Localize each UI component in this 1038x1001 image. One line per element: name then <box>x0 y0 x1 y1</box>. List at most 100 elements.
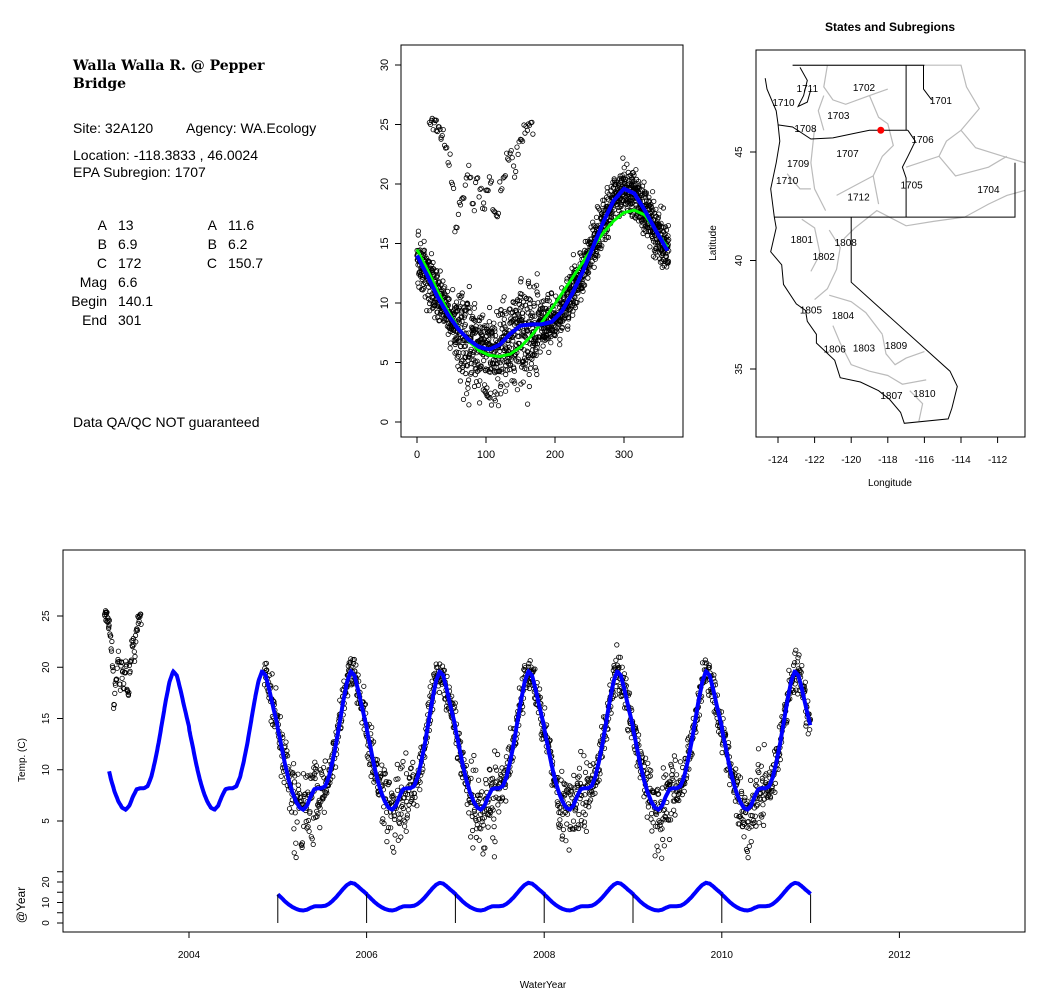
data-point <box>320 796 326 802</box>
data-point <box>459 313 465 320</box>
data-point <box>445 331 451 337</box>
data-point <box>618 203 624 210</box>
data-point <box>509 155 515 161</box>
data-point <box>599 243 605 249</box>
data-point <box>489 775 496 782</box>
y-tick-label: 30 <box>379 59 391 71</box>
data-point <box>612 189 618 195</box>
data-point <box>502 329 508 336</box>
data-point <box>486 336 492 343</box>
data-point <box>513 342 519 348</box>
data-point <box>585 275 591 281</box>
data-point <box>653 246 660 252</box>
data-point <box>553 293 559 299</box>
blue-fit-line <box>415 186 670 352</box>
data-point <box>578 282 584 288</box>
map-axes: -124 -122 -120 -118 -116 -114 -112 35 40 45 <box>734 146 1008 466</box>
data-point <box>450 185 457 191</box>
data-point <box>473 366 479 372</box>
data-point <box>131 649 137 655</box>
data-point <box>522 351 529 357</box>
data-point <box>419 276 425 283</box>
x-tick-label: 2010 <box>711 950 734 961</box>
data-point <box>486 328 493 334</box>
data-point <box>466 283 472 290</box>
data-point <box>591 264 597 270</box>
data-point <box>476 194 482 200</box>
data-point <box>733 766 739 772</box>
data-point <box>524 401 531 407</box>
data-point <box>518 276 524 282</box>
data-point <box>471 752 477 759</box>
data-point <box>452 336 459 343</box>
data-point <box>566 847 572 853</box>
state-boundary <box>774 162 1016 218</box>
data-point <box>459 300 466 306</box>
data-point <box>317 805 323 811</box>
data-point <box>794 659 801 665</box>
data-point <box>487 767 493 773</box>
data-point <box>483 781 489 787</box>
data-point <box>585 778 591 784</box>
data-point <box>488 402 495 408</box>
data-point <box>659 224 665 230</box>
param-value: 150.7 <box>228 255 263 271</box>
x-tick-label: -118 <box>878 455 898 466</box>
x-tick-label: -122 <box>805 455 825 466</box>
data-point <box>481 357 487 364</box>
data-point <box>317 824 323 831</box>
data-point <box>381 820 387 827</box>
data-point <box>583 828 590 835</box>
data-point <box>791 660 798 666</box>
data-point <box>535 292 541 298</box>
data-point <box>535 334 541 340</box>
data-point <box>593 253 599 259</box>
data-point <box>655 216 661 222</box>
data-point <box>390 792 396 799</box>
data-point <box>441 667 447 673</box>
data-point <box>564 821 570 827</box>
data-point <box>471 361 477 367</box>
data-point <box>314 813 320 820</box>
data-point <box>432 299 438 305</box>
data-point <box>264 667 270 673</box>
data-point <box>502 388 509 394</box>
subregion-boundary <box>881 334 925 366</box>
data-point <box>492 332 499 339</box>
data-point <box>557 342 563 348</box>
y-tick-label: 5 <box>379 359 391 365</box>
data-point <box>505 156 511 162</box>
x-tick-label: -112 <box>988 455 1008 466</box>
data-point <box>398 834 404 840</box>
data-point <box>312 766 318 772</box>
data-point <box>661 263 667 269</box>
data-point <box>458 343 464 349</box>
data-point <box>594 204 601 210</box>
fit-line <box>107 668 813 813</box>
data-point <box>559 768 565 774</box>
subregion-map: States and Subregions 171117101702170117… <box>708 20 1026 489</box>
data-point <box>291 779 298 785</box>
subregion-boundary <box>810 128 827 211</box>
data-point <box>312 775 318 782</box>
data-point <box>652 853 658 859</box>
data-point <box>456 292 462 299</box>
data-point <box>497 321 503 327</box>
data-point <box>411 790 417 797</box>
data-point <box>581 753 587 759</box>
data-point <box>580 801 586 807</box>
data-point <box>660 836 666 843</box>
region-label: 1804 <box>832 311 855 322</box>
data-point <box>374 757 380 763</box>
data-point <box>465 330 471 336</box>
data-point <box>522 333 528 339</box>
data-point <box>309 836 315 842</box>
data-point <box>445 295 451 301</box>
data-point <box>407 766 414 772</box>
data-point <box>351 656 357 663</box>
data-point <box>389 793 395 800</box>
data-point <box>563 838 569 844</box>
data-point <box>479 332 486 338</box>
data-point <box>574 299 580 306</box>
data-point <box>485 187 491 194</box>
